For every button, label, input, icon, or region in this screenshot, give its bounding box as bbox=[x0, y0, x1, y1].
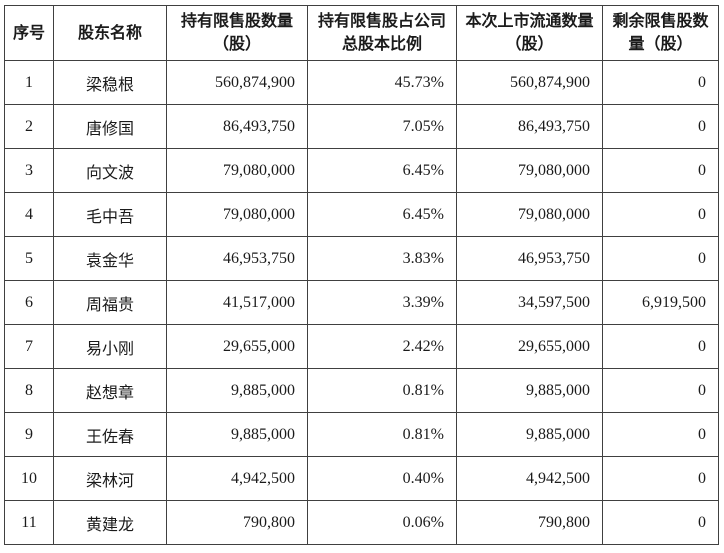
cell-remaining: 0 bbox=[602, 456, 719, 502]
cell-ratio: 6.45% bbox=[307, 192, 457, 238]
cell-ratio: 45.73% bbox=[307, 60, 457, 106]
cell-seq: 10 bbox=[4, 456, 54, 502]
table-row: 2 唐修国 86,493,750 7.05% 86,493,750 0 bbox=[4, 104, 719, 150]
cell-held: 560,874,900 bbox=[166, 60, 308, 106]
header-cell-listed: 本次上市流通数量（股） bbox=[456, 4, 603, 62]
cell-ratio: 0.81% bbox=[307, 412, 457, 458]
cell-listed: 9,885,000 bbox=[456, 412, 603, 458]
cell-ratio: 7.05% bbox=[307, 104, 457, 150]
cell-held: 46,953,750 bbox=[166, 236, 308, 282]
table-header-row: 序号 股东名称 持有限售股数量（股） 持有限售股占公司总股本比例 本次上市流通数… bbox=[4, 4, 719, 62]
cell-remaining: 0 bbox=[602, 412, 719, 458]
table-row: 3 向文波 79,080,000 6.45% 79,080,000 0 bbox=[4, 148, 719, 194]
cell-seq: 5 bbox=[4, 236, 54, 282]
cell-name: 袁金华 bbox=[53, 236, 167, 282]
cell-name: 周福贵 bbox=[53, 280, 167, 326]
cell-ratio: 0.81% bbox=[307, 368, 457, 414]
table-row: 8 赵想章 9,885,000 0.81% 9,885,000 0 bbox=[4, 368, 719, 414]
cell-name: 易小刚 bbox=[53, 324, 167, 370]
cell-ratio: 3.83% bbox=[307, 236, 457, 282]
cell-held: 9,885,000 bbox=[166, 368, 308, 414]
cell-name: 梁林河 bbox=[53, 456, 167, 502]
table-row: 11 黄建龙 790,800 0.06% 790,800 0 bbox=[4, 500, 719, 546]
table-row: 9 王佐春 9,885,000 0.81% 9,885,000 0 bbox=[4, 412, 719, 458]
cell-held: 79,080,000 bbox=[166, 192, 308, 238]
cell-ratio: 3.39% bbox=[307, 280, 457, 326]
cell-name: 向文波 bbox=[53, 148, 167, 194]
cell-held: 790,800 bbox=[166, 500, 308, 546]
cell-held: 41,517,000 bbox=[166, 280, 308, 326]
cell-name: 毛中吾 bbox=[53, 192, 167, 238]
table-row: 7 易小刚 29,655,000 2.42% 29,655,000 0 bbox=[4, 324, 719, 370]
cell-ratio: 2.42% bbox=[307, 324, 457, 370]
cell-listed: 79,080,000 bbox=[456, 192, 603, 238]
cell-remaining: 0 bbox=[602, 236, 719, 282]
cell-remaining: 0 bbox=[602, 368, 719, 414]
cell-remaining: 0 bbox=[602, 148, 719, 194]
cell-remaining: 0 bbox=[602, 104, 719, 150]
header-cell-held: 持有限售股数量（股） bbox=[166, 4, 308, 62]
cell-seq: 9 bbox=[4, 412, 54, 458]
cell-listed: 790,800 bbox=[456, 500, 603, 546]
table-row: 10 梁林河 4,942,500 0.40% 4,942,500 0 bbox=[4, 456, 719, 502]
table-row: 1 梁稳根 560,874,900 45.73% 560,874,900 0 bbox=[4, 60, 719, 106]
cell-held: 9,885,000 bbox=[166, 412, 308, 458]
table-row: 4 毛中吾 79,080,000 6.45% 79,080,000 0 bbox=[4, 192, 719, 238]
header-cell-ratio: 持有限售股占公司总股本比例 bbox=[307, 4, 457, 62]
cell-remaining: 0 bbox=[602, 192, 719, 238]
cell-ratio: 0.40% bbox=[307, 456, 457, 502]
cell-name: 梁稳根 bbox=[53, 60, 167, 106]
cell-seq: 6 bbox=[4, 280, 54, 326]
cell-ratio: 0.06% bbox=[307, 500, 457, 546]
cell-remaining: 0 bbox=[602, 500, 719, 546]
cell-seq: 4 bbox=[4, 192, 54, 238]
cell-listed: 86,493,750 bbox=[456, 104, 603, 150]
cell-seq: 11 bbox=[4, 500, 54, 546]
table-body: 1 梁稳根 560,874,900 45.73% 560,874,900 0 2 唐修国 86,… bbox=[4, 60, 719, 546]
header-cell-name: 股东名称 bbox=[53, 4, 167, 62]
cell-listed: 560,874,900 bbox=[456, 60, 603, 106]
cell-name: 黄建龙 bbox=[53, 500, 167, 546]
cell-seq: 7 bbox=[4, 324, 54, 370]
cell-seq: 2 bbox=[4, 104, 54, 150]
cell-held: 4,942,500 bbox=[166, 456, 308, 502]
cell-name: 唐修国 bbox=[53, 104, 167, 150]
cell-name: 王佐春 bbox=[53, 412, 167, 458]
cell-seq: 3 bbox=[4, 148, 54, 194]
cell-held: 29,655,000 bbox=[166, 324, 308, 370]
cell-ratio: 6.45% bbox=[307, 148, 457, 194]
cell-name: 赵想章 bbox=[53, 368, 167, 414]
cell-seq: 1 bbox=[4, 60, 54, 106]
header-cell-seq: 序号 bbox=[4, 4, 54, 62]
cell-listed: 34,597,500 bbox=[456, 280, 603, 326]
cell-listed: 46,953,750 bbox=[456, 236, 603, 282]
cell-listed: 9,885,000 bbox=[456, 368, 603, 414]
cell-held: 86,493,750 bbox=[166, 104, 308, 150]
cell-remaining: 6,919,500 bbox=[602, 280, 719, 326]
cell-listed: 79,080,000 bbox=[456, 148, 603, 194]
cell-remaining: 0 bbox=[602, 60, 719, 106]
table-row: 5 袁金华 46,953,750 3.83% 46,953,750 0 bbox=[4, 236, 719, 282]
cell-listed: 29,655,000 bbox=[456, 324, 603, 370]
cell-remaining: 0 bbox=[602, 324, 719, 370]
cell-listed: 4,942,500 bbox=[456, 456, 603, 502]
shareholders-table: 序号 股东名称 持有限售股数量（股） 持有限售股占公司总股本比例 本次上市流通数… bbox=[4, 4, 719, 546]
cell-seq: 8 bbox=[4, 368, 54, 414]
cell-held: 79,080,000 bbox=[166, 148, 308, 194]
header-cell-remaining: 剩余限售股数量（股） bbox=[602, 4, 719, 62]
table-row: 6 周福贵 41,517,000 3.39% 34,597,500 6,919,500 bbox=[4, 280, 719, 326]
